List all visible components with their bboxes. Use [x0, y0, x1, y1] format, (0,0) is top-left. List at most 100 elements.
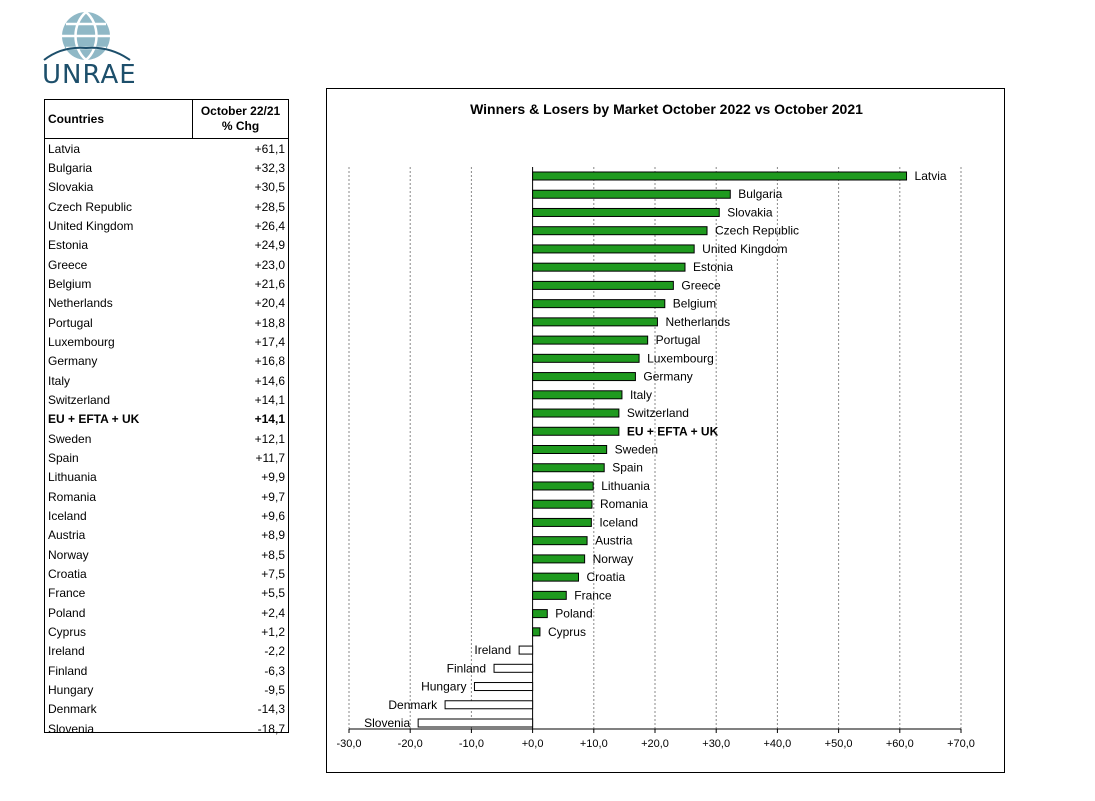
- bar: [532, 189, 731, 199]
- bar: [532, 262, 686, 272]
- table-row: Austria +8,9: [45, 526, 288, 545]
- bar: [532, 572, 580, 582]
- table-row: Greece +23,0: [45, 255, 288, 274]
- bar: [532, 499, 593, 509]
- country-name: Portugal: [48, 315, 93, 330]
- country-name: Iceland: [48, 508, 87, 523]
- bar-label: Germany: [643, 370, 692, 384]
- bar-label: Belgium: [673, 297, 716, 311]
- change-value: +14,6: [254, 373, 285, 388]
- change-value: +21,6: [254, 276, 285, 291]
- table-row: Germany +16,8: [45, 352, 288, 371]
- table-row: Slovenia -18,7: [45, 719, 288, 738]
- change-value: +9,6: [261, 508, 285, 523]
- country-name: Switzerland: [48, 392, 111, 407]
- table-row: Denmark -14,3: [45, 700, 288, 719]
- country-name: Ireland: [48, 644, 85, 659]
- bar-label: Austria: [595, 534, 633, 548]
- bar-label: Ireland: [474, 643, 511, 657]
- country-name: Slovenia: [48, 721, 95, 736]
- bar-label: Latvia: [915, 169, 947, 183]
- table-row: Estonia +24,9: [45, 236, 288, 255]
- change-value: +23,0: [254, 257, 285, 272]
- bar: [532, 299, 666, 309]
- x-tick-label: -30,0: [336, 738, 361, 750]
- x-tick-label: +30,0: [702, 738, 730, 750]
- bar: [532, 372, 636, 382]
- bar: [532, 536, 588, 546]
- bar-label: Spain: [612, 461, 643, 475]
- unrae-logo: UNRAE: [42, 10, 137, 90]
- bar-label: Estonia: [693, 260, 733, 274]
- bar: [532, 609, 548, 619]
- bar-label: Poland: [555, 607, 592, 621]
- bar-label: France: [574, 588, 612, 602]
- country-name: Bulgaria: [48, 160, 93, 175]
- table-row: Switzerland +14,1: [45, 390, 288, 409]
- logo-text: UNRAE: [42, 60, 137, 90]
- bar: [532, 226, 708, 236]
- country-name: Hungary: [48, 682, 94, 697]
- table-row: Romania +9,7: [45, 487, 288, 506]
- bar: [473, 682, 534, 692]
- change-value: +30,5: [254, 180, 285, 195]
- change-value: +8,9: [261, 528, 285, 543]
- change-value: +1,2: [261, 624, 285, 639]
- bar: [417, 718, 534, 728]
- country-change-table: Countries October 22/21 % Chg Latvia +61,…: [44, 99, 289, 736]
- table-row: Lithuania +9,9: [45, 468, 288, 487]
- bar: [532, 463, 605, 473]
- bar-label: Slovakia: [727, 205, 773, 219]
- country-name: Cyprus: [48, 624, 87, 639]
- bar: [532, 171, 908, 181]
- change-value: -9,5: [264, 682, 285, 697]
- country-name: Norway: [48, 547, 89, 562]
- change-value: +14,1: [254, 412, 285, 427]
- change-value: -14,3: [257, 702, 285, 717]
- table-row: Iceland +9,6: [45, 506, 288, 525]
- bar-label: Denmark: [388, 698, 438, 712]
- bar: [532, 353, 640, 363]
- bar: [444, 700, 534, 710]
- bar-label: Norway: [593, 552, 634, 566]
- bar-label: Switzerland: [627, 406, 689, 420]
- change-value: +32,3: [254, 160, 285, 175]
- bar: [532, 445, 608, 454]
- bar: [532, 317, 658, 327]
- bar-label: Cyprus: [548, 625, 586, 639]
- globe-icon: [43, 11, 131, 61]
- change-value: +7,5: [261, 566, 285, 581]
- country-name: Greece: [48, 257, 88, 272]
- chart-title: Winners & Losers by Market October 2022 …: [470, 101, 863, 117]
- bar-label: Luxembourg: [647, 351, 714, 365]
- change-value: +8,5: [261, 547, 285, 562]
- x-tick-label: +40,0: [763, 738, 791, 750]
- x-tick-label: +50,0: [825, 738, 853, 750]
- change-value: +17,4: [254, 334, 285, 349]
- change-value: +2,4: [261, 605, 285, 620]
- table-row: Czech Republic +28,5: [45, 197, 288, 216]
- country-name: Belgium: [48, 276, 92, 291]
- country-name: Latvia: [48, 141, 81, 156]
- bar-label: Hungary: [421, 680, 466, 694]
- change-value: +24,9: [254, 238, 285, 253]
- bar-label: United Kingdom: [702, 242, 787, 256]
- change-value: +18,8: [254, 315, 285, 330]
- bar-chart: -30,0 -20,0 -10,0 +0,0 +10,0 +20,0 +30,0 +40,0 +…: [336, 167, 975, 750]
- x-tick-label: +0,0: [522, 738, 544, 750]
- table-row: EU + EFTA + UK +14,1: [45, 410, 288, 429]
- country-name: EU + EFTA + UK: [48, 412, 140, 427]
- country-name: France: [48, 586, 86, 601]
- table-row: Italy +14,6: [45, 371, 288, 390]
- header-change: October 22/21 % Chg: [200, 104, 281, 133]
- bar: [532, 554, 586, 564]
- table-row: Slovakia +30,5: [45, 178, 288, 197]
- change-value: -6,3: [264, 663, 285, 678]
- table-row: Spain +11,7: [45, 448, 288, 467]
- table-row: Netherlands +20,4: [45, 294, 288, 313]
- bar-label: Italy: [630, 388, 652, 402]
- country-name: United Kingdom: [48, 218, 134, 233]
- bar-label: Bulgaria: [738, 187, 782, 201]
- table-row: Croatia +7,5: [45, 564, 288, 583]
- bar: [493, 663, 534, 673]
